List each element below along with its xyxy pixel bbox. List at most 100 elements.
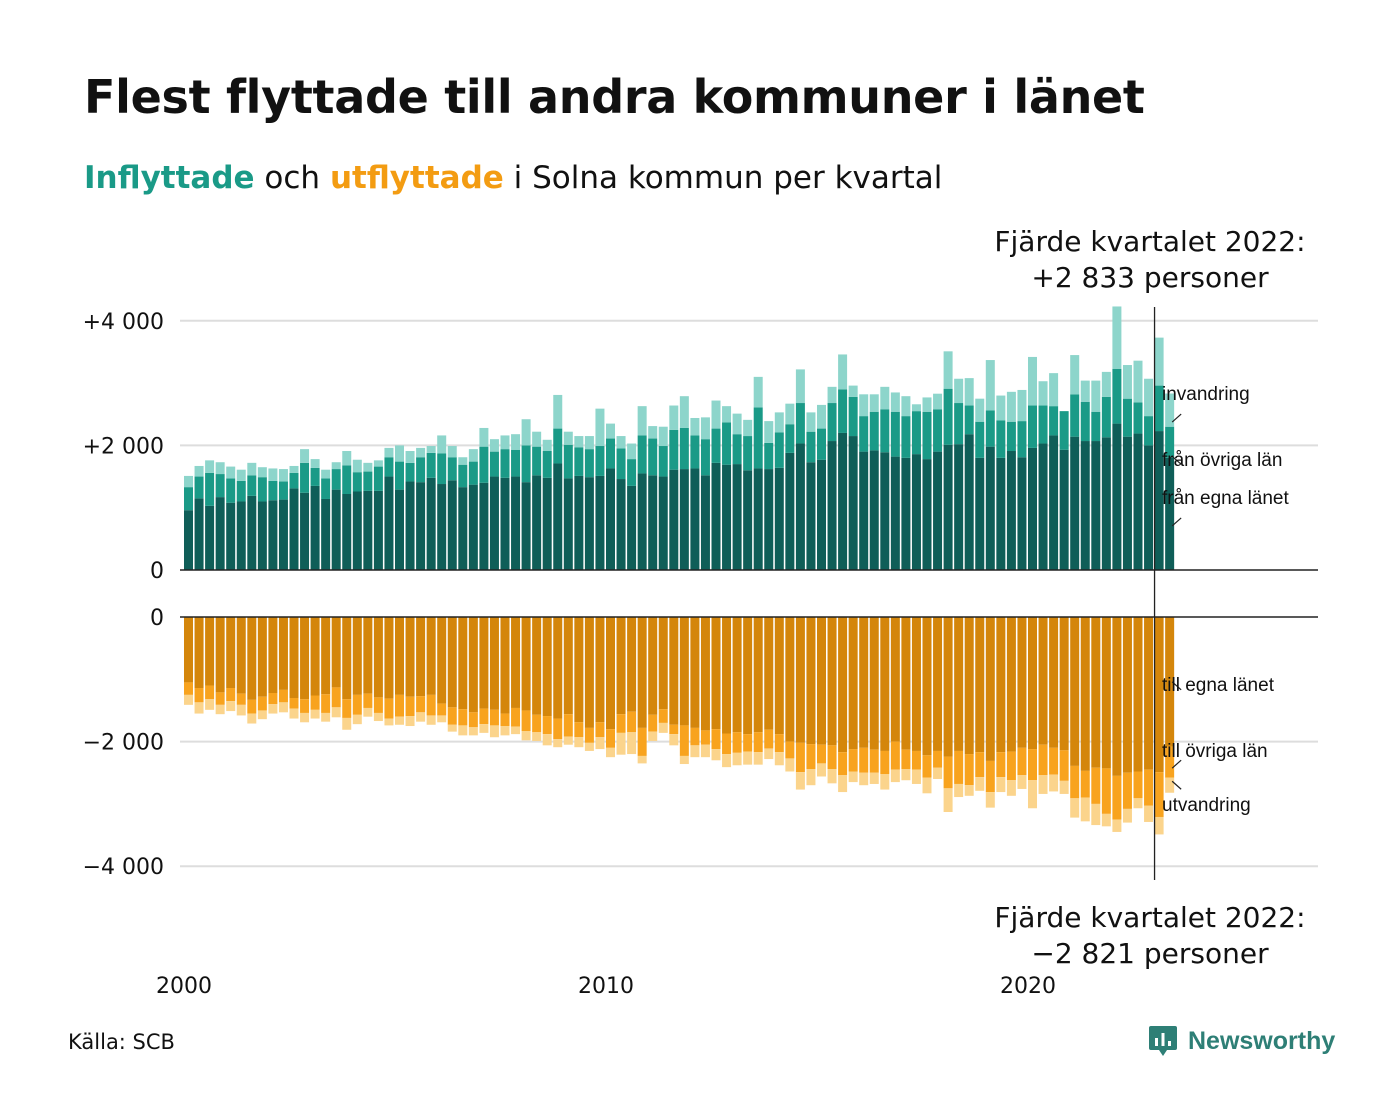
bar-in-imm bbox=[732, 413, 742, 435]
bar-out-emig bbox=[690, 745, 700, 758]
bar-in-imm bbox=[1017, 389, 1027, 422]
y-tick-in-label: +2 000 bbox=[83, 434, 164, 459]
subtitle-och: och bbox=[254, 160, 330, 196]
bar-in-imm bbox=[405, 451, 415, 463]
bar-in-other bbox=[1070, 394, 1080, 437]
bar-out-own bbox=[331, 617, 341, 688]
bar-in-imm bbox=[954, 378, 964, 404]
bar-out-other bbox=[1165, 746, 1175, 778]
bar-in-imm bbox=[943, 351, 953, 389]
bar-out-other bbox=[500, 713, 510, 727]
bar-out-own bbox=[859, 617, 869, 748]
bar-out-other bbox=[848, 749, 858, 772]
bar-in-own bbox=[278, 499, 288, 570]
bar-in-imm bbox=[933, 393, 943, 410]
bar-in-other bbox=[553, 428, 563, 464]
bar-in-own bbox=[817, 459, 826, 570]
bar-out-own bbox=[289, 617, 299, 698]
bar-in-other bbox=[437, 453, 447, 485]
bar-out-emig bbox=[342, 717, 352, 730]
bar-out-emig bbox=[511, 726, 521, 735]
bar-in-own bbox=[553, 463, 563, 570]
bar-in-other bbox=[1144, 416, 1154, 446]
bar-out-emig bbox=[933, 767, 943, 779]
bar-out-own bbox=[1006, 617, 1016, 752]
y-tick-out-label: −2 000 bbox=[83, 731, 164, 756]
bar-out-own bbox=[1091, 617, 1101, 768]
subtitle-rest: i Solna kommun per kvartal bbox=[503, 160, 943, 196]
axes: +4 000 +2 000 0 0 −2 000 −4 000 2000 2010 2020 bbox=[83, 307, 1318, 999]
bar-in-own bbox=[690, 468, 700, 570]
bar-out-other bbox=[933, 750, 943, 768]
bar-in-own bbox=[975, 457, 985, 570]
bar-in-other bbox=[257, 477, 267, 502]
bar-in-imm bbox=[911, 404, 921, 412]
bar-in-own bbox=[384, 476, 394, 570]
bar-out-own bbox=[996, 617, 1006, 753]
bar-in-own bbox=[911, 454, 921, 570]
bar-in-own bbox=[848, 436, 858, 570]
bar-in-own bbox=[943, 444, 953, 570]
bar-out-emig bbox=[911, 769, 921, 784]
bar-out-emig bbox=[711, 749, 721, 761]
bar-in-imm bbox=[194, 465, 204, 477]
bar-in-other bbox=[458, 464, 468, 488]
bar-out-other bbox=[1028, 749, 1037, 781]
bar-in-imm bbox=[300, 449, 310, 463]
bar-out-emig bbox=[1017, 775, 1027, 789]
bar-in-other bbox=[1028, 405, 1037, 448]
bar-out-emig bbox=[384, 718, 394, 726]
bar-out-own bbox=[1101, 617, 1111, 769]
bar-out-other bbox=[1101, 768, 1111, 814]
bar-in-other bbox=[637, 435, 647, 474]
bar-out-other bbox=[184, 682, 193, 695]
y-tick-in-label: 0 bbox=[150, 559, 164, 584]
note-latest-in-line2: +2 833 personer bbox=[1031, 261, 1269, 295]
label-till-egna-lanet: till egna länet bbox=[1162, 675, 1275, 696]
bar-out-other bbox=[236, 693, 246, 705]
chart-title: Flest flyttade till andra kommuner i län… bbox=[84, 70, 1145, 124]
bar-in-imm bbox=[743, 419, 753, 437]
bar-out-own bbox=[468, 617, 478, 713]
label-fran-egna-lanet-leader bbox=[1171, 517, 1182, 527]
bar-in-other bbox=[405, 462, 415, 482]
bar-in-own bbox=[532, 475, 542, 570]
bar-out-emig bbox=[437, 715, 447, 723]
bar-in-own bbox=[521, 482, 531, 570]
bar-in-imm bbox=[700, 417, 710, 440]
bar-out-own bbox=[300, 617, 310, 700]
bar-out-own bbox=[542, 617, 552, 717]
bar-in-other bbox=[627, 459, 637, 486]
bar-out-other bbox=[922, 755, 932, 778]
bar-out-own bbox=[764, 617, 774, 730]
bar-in-own bbox=[996, 457, 1006, 570]
bar-out-own bbox=[679, 617, 689, 726]
bar-in-other bbox=[205, 472, 215, 506]
bar-out-other bbox=[880, 750, 890, 774]
bar-in-other bbox=[880, 409, 890, 453]
x-tick-label: 2000 bbox=[156, 974, 212, 999]
bar-out-own bbox=[458, 617, 468, 710]
bar-out-own bbox=[880, 617, 890, 751]
bar-out-emig bbox=[500, 726, 510, 736]
bar-in-imm bbox=[848, 385, 858, 397]
bar-out-other bbox=[289, 697, 299, 709]
bar-in-other bbox=[584, 449, 594, 478]
bar-out-other bbox=[437, 703, 447, 716]
bar-in-imm bbox=[384, 447, 394, 458]
bar-in-other bbox=[1122, 398, 1132, 437]
bar-in-other bbox=[964, 405, 974, 435]
bar-out-emig bbox=[310, 709, 320, 719]
bar-out-emig bbox=[753, 752, 763, 765]
bar-in-other bbox=[806, 431, 816, 463]
bar-out-other bbox=[901, 749, 911, 770]
bar-in-own bbox=[1154, 431, 1164, 570]
bar-out-own bbox=[553, 617, 563, 719]
bar-out-emig bbox=[869, 772, 879, 784]
bar-in-own bbox=[468, 484, 478, 570]
bar-in-imm bbox=[468, 449, 478, 462]
bar-out-emig bbox=[574, 737, 584, 748]
bar-in-own bbox=[205, 505, 215, 570]
bar-out-emig bbox=[1070, 798, 1080, 818]
bar-out-emig bbox=[1133, 798, 1143, 809]
